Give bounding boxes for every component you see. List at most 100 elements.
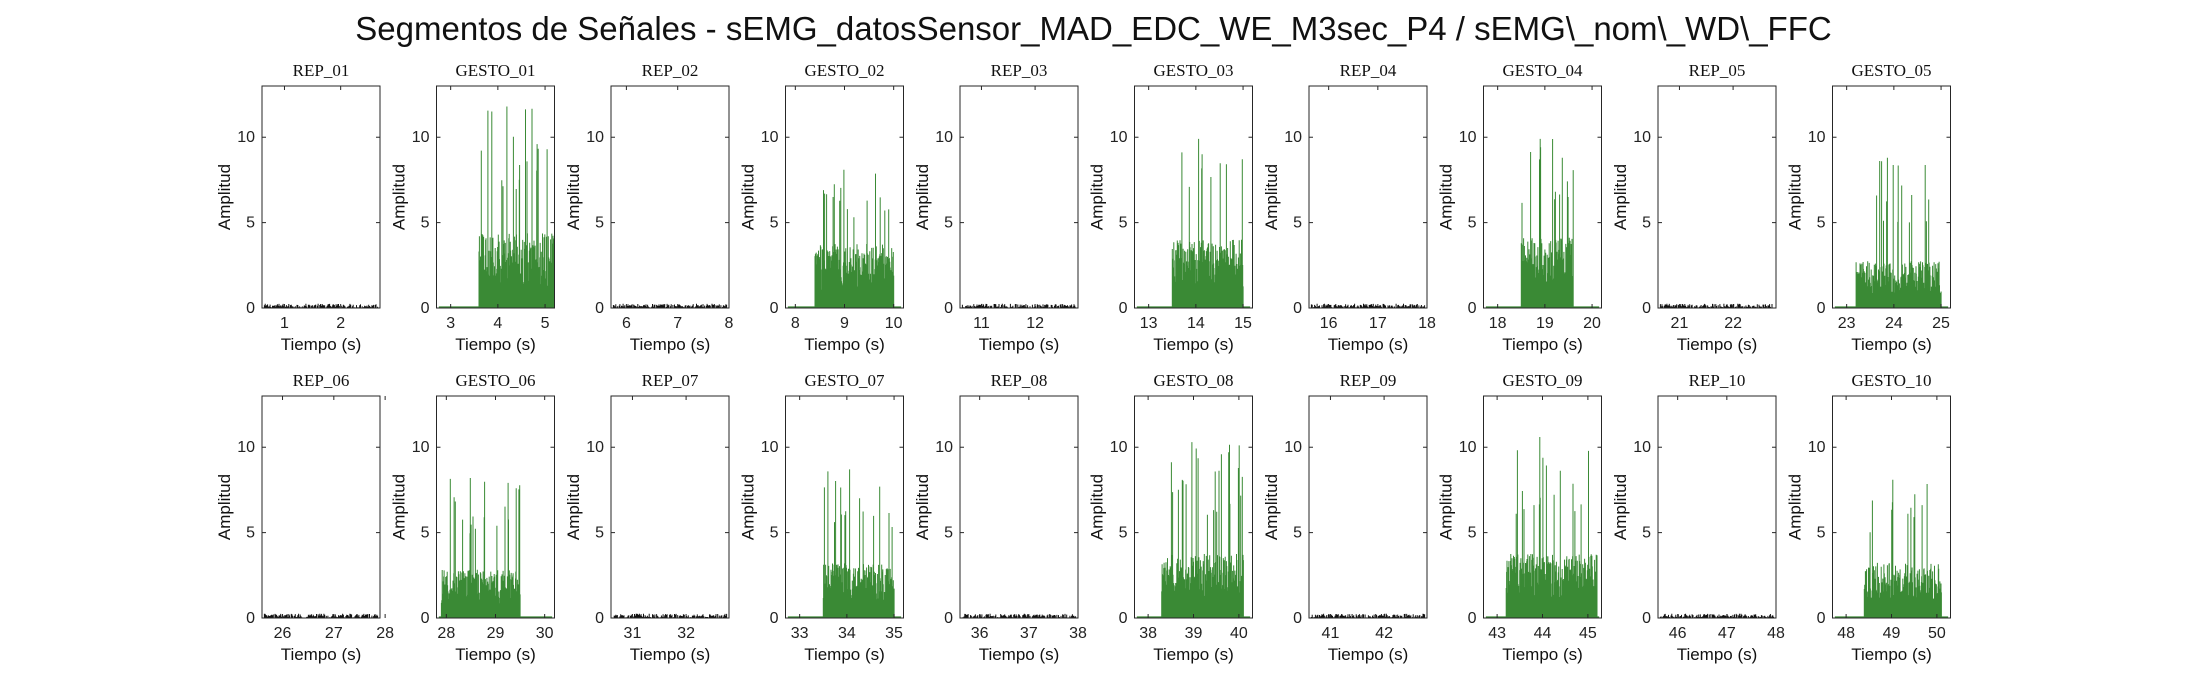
x-tick-label: 49 (1883, 625, 1901, 642)
y-tick-label: 5 (1468, 215, 1477, 232)
y-axis-label: Amplitud (1088, 474, 1107, 540)
subplot-title: GESTO_09 (1503, 371, 1583, 390)
x-tick-label: 28 (437, 625, 455, 642)
y-tick-label: 10 (1459, 439, 1477, 456)
rest-signal-trace (263, 613, 379, 618)
x-axis-label: Tiempo (s) (281, 645, 362, 664)
axes-box (1483, 85, 1602, 309)
x-tick-label: 2 (336, 315, 345, 332)
y-axis-label: Amplitud (1088, 164, 1107, 230)
y-tick-label: 5 (421, 215, 430, 232)
subplot-title: REP_04 (1340, 61, 1397, 80)
x-tick-label: 41 (1322, 625, 1340, 642)
subplot-rep-09: REP_09 0 5 10 41 42 Tiempo (s) Amplitud (1262, 371, 1428, 664)
subplot-gesto-09: GESTO_09 0 5 10 43 44 45 Tiempo (s) Amplitud (1437, 371, 1602, 664)
signal-series (1834, 157, 1949, 308)
x-axis-label: Tiempo (s) (979, 645, 1060, 664)
x-tick-label: 45 (1579, 625, 1597, 642)
x-tick-label: 25 (1932, 315, 1950, 332)
x-tick-label: 7 (673, 315, 682, 332)
subplot-title: GESTO_02 (805, 61, 885, 80)
y-tick-label: 5 (1642, 215, 1651, 232)
x-axis-label: Tiempo (s) (1502, 335, 1583, 354)
y-tick-label: 0 (1817, 610, 1826, 627)
x-tick-label: 6 (622, 315, 631, 332)
signal-series (1136, 138, 1251, 308)
y-tick-label: 0 (1119, 300, 1128, 317)
y-axis-label: Amplitud (913, 474, 932, 540)
axes-box (1832, 85, 1951, 309)
y-tick-label: 0 (944, 610, 953, 627)
x-tick-label: 20 (1583, 315, 1601, 332)
rest-signal-trace (263, 303, 379, 308)
x-tick-label: 17 (1369, 315, 1387, 332)
x-tick-label: 39 (1185, 625, 1203, 642)
subplot-title: REP_01 (293, 61, 350, 80)
subplot-title: GESTO_10 (1852, 371, 1932, 390)
y-tick-label: 10 (761, 439, 779, 456)
subplot-rep-02: REP_02 0 5 10 6 7 8 Tiempo (s) Amplitud (564, 61, 734, 354)
subplot-title: GESTO_05 (1852, 61, 1932, 80)
y-axis-label: Amplitud (739, 474, 758, 540)
gesture-signal-bars (1161, 442, 1244, 618)
signal-series (1310, 613, 1426, 618)
axes-box (959, 395, 1079, 619)
x-tick-label: 35 (885, 625, 903, 642)
y-tick-label: 10 (586, 129, 604, 146)
x-tick-label: 27 (325, 625, 343, 642)
y-axis-label: Amplitud (1262, 164, 1281, 230)
axes-box (261, 85, 381, 309)
x-axis-label: Tiempo (s) (804, 335, 885, 354)
y-axis-label: Amplitud (1786, 164, 1805, 230)
x-axis-label: Tiempo (s) (1153, 645, 1234, 664)
y-tick-label: 10 (935, 439, 953, 456)
x-axis-label: Tiempo (s) (630, 335, 711, 354)
y-tick-label: 0 (246, 610, 255, 627)
subplot-rep-05: REP_05 0 5 10 21 22 Tiempo (s) Amplitud (1611, 61, 1777, 354)
x-tick-label: 14 (1187, 315, 1205, 332)
y-axis-label: Amplitud (390, 474, 409, 540)
y-tick-label: 10 (1633, 129, 1651, 146)
x-axis-label: Tiempo (s) (979, 335, 1060, 354)
y-axis-label: Amplitud (564, 474, 583, 540)
signal-series (438, 478, 553, 618)
x-axis-label: Tiempo (s) (1677, 335, 1758, 354)
gesture-signal-bars (814, 169, 895, 308)
subplot-rep-10: REP_10 0 5 10 46 47 48 Tiempo (s) Amplitud (1611, 371, 1785, 664)
y-tick-label: 10 (237, 129, 255, 146)
x-tick-label: 5 (541, 315, 550, 332)
x-tick-label: 18 (1489, 315, 1507, 332)
y-axis-label: Amplitud (215, 474, 234, 540)
y-tick-label: 10 (1110, 129, 1128, 146)
y-tick-label: 10 (412, 439, 430, 456)
y-axis-label: Amplitud (1611, 164, 1630, 230)
y-tick-label: 10 (1808, 129, 1826, 146)
y-tick-label: 0 (1468, 300, 1477, 317)
axes-box (959, 85, 1079, 309)
subplot-title: REP_02 (642, 61, 699, 80)
x-tick-label: 42 (1375, 625, 1393, 642)
subplot-rep-06: REP_06 0 5 10 26 27 28 Tiempo (s) Amplitud (215, 371, 394, 664)
y-tick-label: 10 (1110, 439, 1128, 456)
x-tick-label: 44 (1534, 625, 1552, 642)
y-tick-label: 0 (1293, 610, 1302, 627)
x-tick-label: 34 (838, 625, 856, 642)
y-axis-label: Amplitud (564, 164, 583, 230)
axes-box (1308, 395, 1428, 619)
x-tick-label: 38 (1069, 625, 1087, 642)
x-tick-label: 48 (1767, 625, 1785, 642)
x-tick-label: 33 (791, 625, 809, 642)
x-tick-label: 8 (791, 315, 800, 332)
y-tick-label: 10 (1284, 439, 1302, 456)
y-tick-label: 0 (421, 610, 430, 627)
subplot-gesto-10: GESTO_10 0 5 10 48 49 50 Tiempo (s) Amplitud (1786, 371, 1951, 664)
x-axis-label: Tiempo (s) (1851, 645, 1932, 664)
y-tick-label: 0 (1119, 610, 1128, 627)
gesture-signal-bars (1505, 437, 1598, 618)
subplot-rep-08: REP_08 0 5 10 36 37 38 Tiempo (s) Amplitud (913, 371, 1087, 664)
subplot-title: GESTO_06 (456, 371, 536, 390)
rest-signal-trace (612, 303, 728, 308)
